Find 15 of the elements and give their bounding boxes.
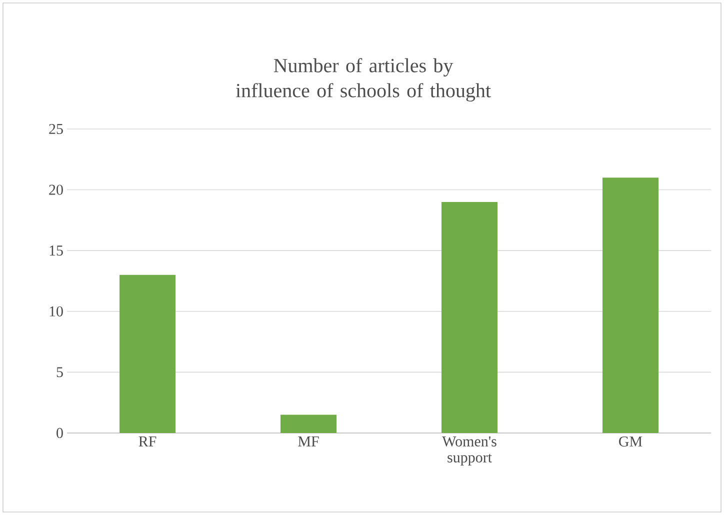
x-tick-label: Women's support bbox=[442, 436, 496, 466]
chart-title: Number of articles by influence of schools of thought bbox=[236, 58, 491, 102]
bar bbox=[120, 274, 176, 433]
x-tick-label: GM bbox=[619, 436, 642, 447]
x-tick-label: MF bbox=[298, 436, 319, 446]
y-tick-label: 15 bbox=[50, 246, 63, 256]
y-tick-label: 5 bbox=[56, 367, 63, 378]
x-tick-label: RF bbox=[138, 436, 156, 446]
y-tick-label: 10 bbox=[50, 306, 63, 316]
bar bbox=[602, 178, 659, 433]
y-tick-label: 20 bbox=[49, 184, 63, 195]
bar bbox=[280, 414, 337, 433]
y-tick-label: 0 bbox=[56, 428, 63, 438]
bar bbox=[442, 202, 498, 433]
y-tick-label: 25 bbox=[49, 124, 63, 134]
